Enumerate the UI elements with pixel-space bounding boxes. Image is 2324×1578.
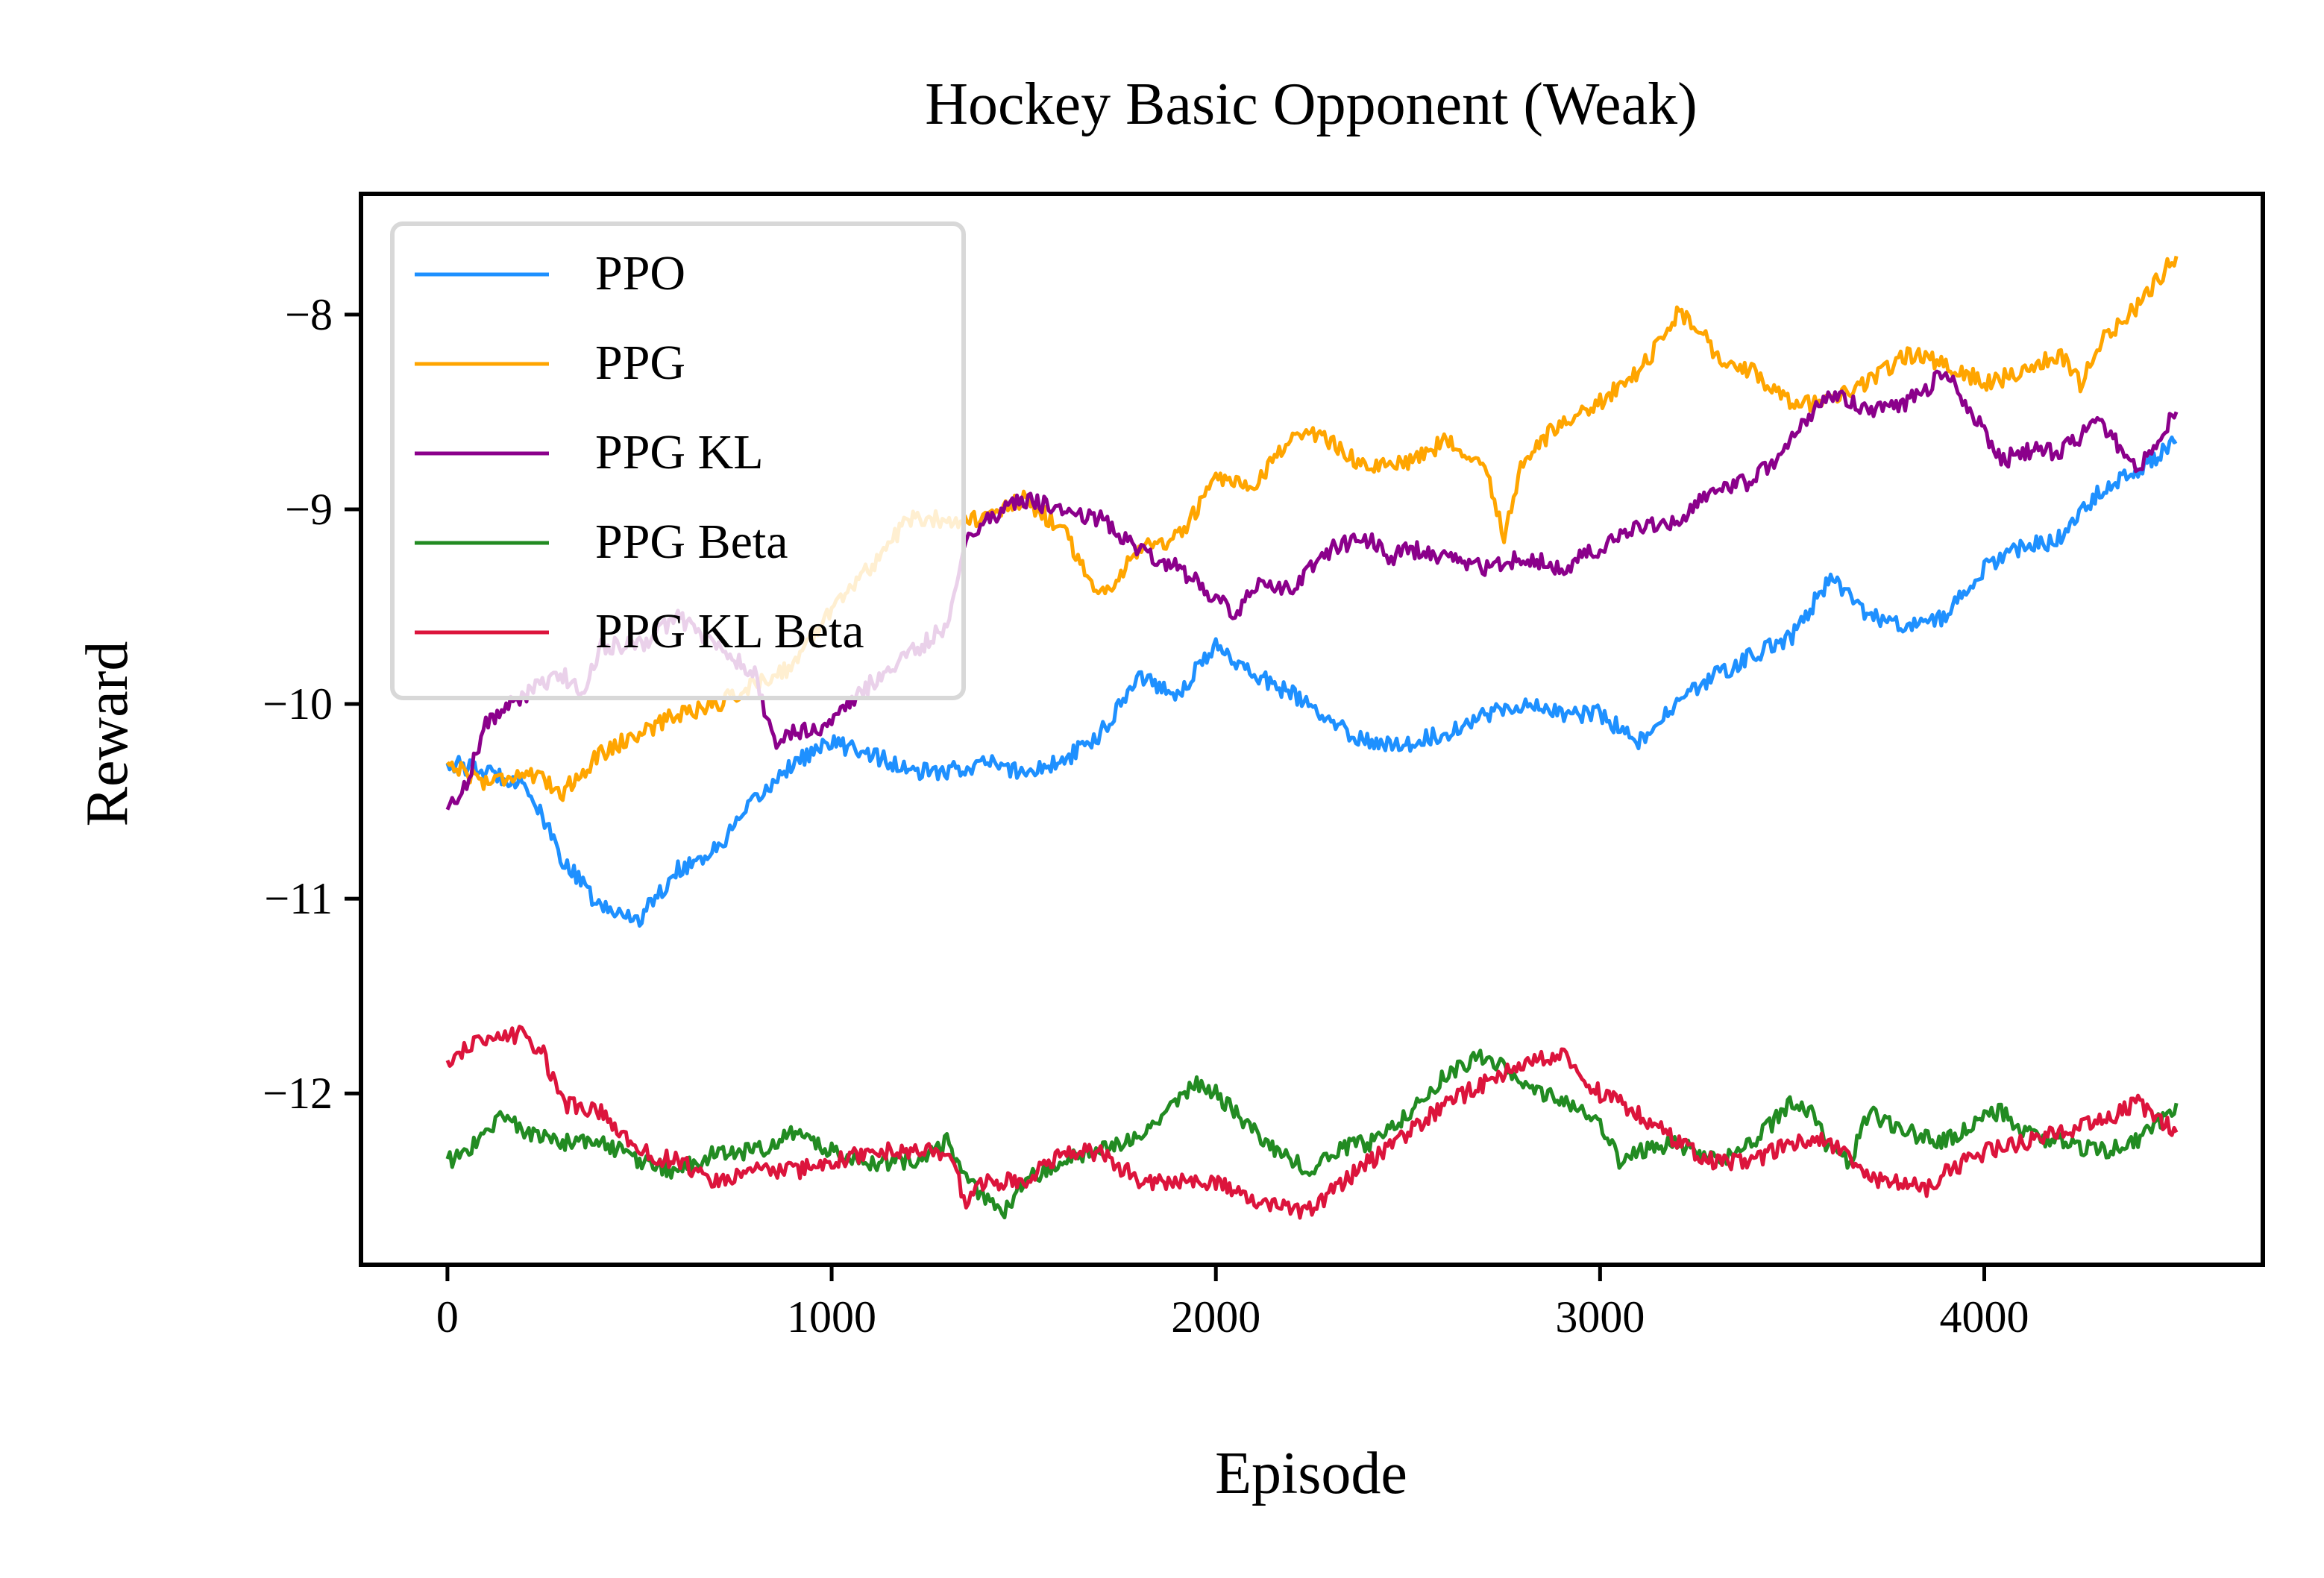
x-tick-label: 4000 bbox=[1940, 1292, 2029, 1342]
y-tick-label: −12 bbox=[263, 1069, 333, 1118]
legend-box bbox=[390, 221, 966, 700]
plot-frame bbox=[359, 192, 2265, 1267]
y-axis-ticks: −8 −9 −10 −11 −12 bbox=[263, 290, 361, 1118]
legend-label-ppg-kl: PPG KL bbox=[595, 425, 764, 480]
legend-label-ppg-beta: PPG Beta bbox=[595, 515, 788, 569]
legend-label-ppg-kl-beta: PPG KL Beta bbox=[595, 604, 864, 658]
y-axis-label: Reward bbox=[75, 641, 140, 827]
x-axis-ticks: 0 1000 2000 3000 4000 bbox=[436, 1265, 2029, 1342]
y-tick-label: −9 bbox=[285, 485, 333, 534]
x-tick-label: 2000 bbox=[1171, 1292, 1260, 1342]
series-line-ppo bbox=[445, 436, 2178, 928]
legend-label-ppo: PPO bbox=[595, 246, 685, 301]
chart-title: Hockey Basic Opponent (Weak) bbox=[925, 72, 1697, 137]
x-tick-label: 0 bbox=[436, 1292, 459, 1342]
y-tick-label: −8 bbox=[285, 290, 333, 339]
series-line-ppg-beta bbox=[445, 1049, 2179, 1220]
x-axis-label: Episode bbox=[1215, 1441, 1407, 1506]
x-tick-label: 1000 bbox=[787, 1292, 876, 1342]
legend-label-ppg: PPG bbox=[595, 336, 685, 390]
series-line-ppg-kl-beta bbox=[445, 1025, 2179, 1220]
legend: PPO PPG PPG KL PPG Beta PPG KL Beta bbox=[390, 221, 966, 700]
y-tick-label: −11 bbox=[264, 874, 333, 923]
x-tick-label: 3000 bbox=[1555, 1292, 1645, 1342]
y-tick-label: −10 bbox=[263, 679, 333, 729]
